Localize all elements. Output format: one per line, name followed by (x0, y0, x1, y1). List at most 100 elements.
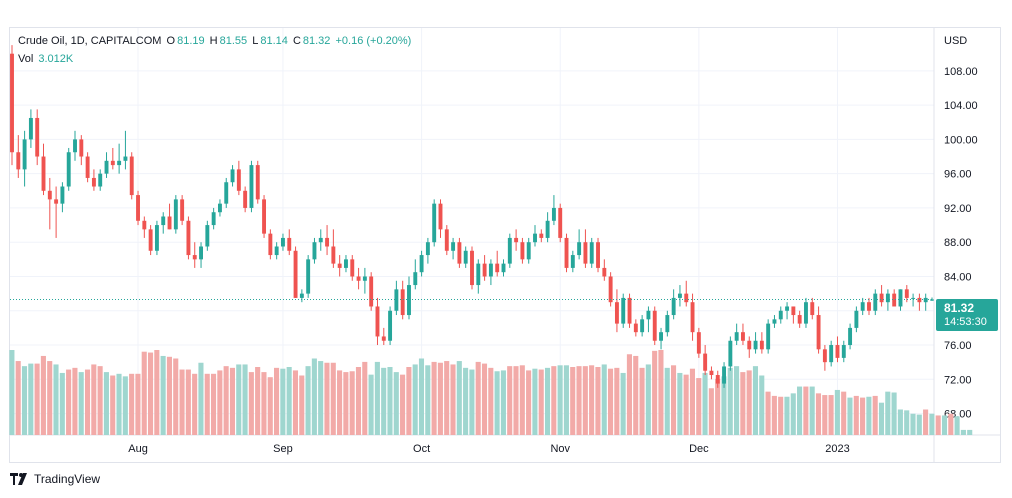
volume-bar (860, 397, 866, 435)
candle-body (192, 255, 197, 260)
volume-bar (469, 369, 475, 435)
volume-bar (967, 429, 973, 435)
candle-body (596, 242, 600, 268)
volume-bar (683, 374, 689, 435)
volume-bar (450, 364, 456, 435)
volume-bar (324, 362, 330, 435)
candle-body (526, 242, 531, 260)
volume-bar (192, 373, 198, 435)
candle-body (180, 199, 185, 221)
volume-bar (412, 364, 418, 435)
candle-body (520, 242, 525, 260)
candle-body (224, 182, 229, 204)
candle-body (470, 250, 474, 286)
candle-body (671, 297, 676, 316)
volume-bar (759, 375, 765, 435)
candle-body (867, 302, 871, 311)
volume-bar (778, 396, 784, 435)
volume-bar (582, 366, 588, 435)
candle-body (564, 237, 569, 268)
volume-bar (935, 415, 941, 435)
candle-body (608, 276, 613, 303)
y-tick-label: 96.00 (944, 169, 972, 181)
candle-body (268, 233, 273, 256)
candle-body (293, 250, 298, 298)
candle-body (482, 263, 487, 277)
volume-bar (847, 397, 853, 435)
volume-bar (274, 367, 280, 435)
candle-body (684, 293, 689, 303)
candle-body (797, 315, 802, 324)
candle-body (822, 349, 827, 363)
candle-body (66, 152, 71, 187)
volume-bar (217, 370, 223, 435)
candle-body (161, 216, 166, 226)
y-tick-label: 84.00 (944, 271, 972, 283)
x-tick-label: Nov (550, 443, 570, 455)
vol-label[interactable]: Vol (18, 53, 34, 65)
volume-bar (589, 365, 595, 435)
brand-name: TradingView (34, 472, 101, 486)
candle-body (394, 289, 399, 311)
candle-body (369, 276, 374, 307)
x-tick-label: Sep (273, 443, 293, 455)
volume-bar (173, 358, 179, 435)
candle-body (677, 293, 682, 298)
volume-bar (897, 409, 903, 435)
candle-body (690, 302, 695, 333)
volume-bar (97, 366, 103, 435)
volume-bar (614, 367, 620, 435)
volume-bar (702, 372, 708, 435)
volume-bar (645, 364, 651, 435)
high-label: H (209, 35, 218, 47)
candle-body (117, 160, 122, 166)
y-tick-label: 88.00 (944, 237, 972, 249)
candle-body (930, 299, 934, 301)
candle-body (356, 276, 361, 281)
symbol-label[interactable]: Crude Oil, 1D, CAPITALCOM (18, 35, 162, 47)
candle-body (451, 242, 456, 251)
volume-bar (607, 368, 614, 435)
candle-body (54, 199, 59, 204)
volume-bar (910, 413, 916, 435)
candle-body (381, 336, 386, 341)
candle-body (614, 302, 619, 324)
candle-body (633, 323, 638, 333)
volume-bar (752, 366, 759, 435)
candle-body (41, 156, 46, 191)
candle-body (728, 340, 733, 367)
volume-bar (425, 365, 431, 435)
candle-body (640, 319, 645, 333)
candle-body (873, 293, 878, 311)
volume-bar (601, 364, 607, 435)
candle-body (186, 220, 191, 256)
volume-legend: Vol 3.012K (18, 53, 75, 65)
candle-body (659, 332, 663, 341)
volume-bar (40, 355, 46, 435)
volume-bar (59, 372, 65, 435)
candle-body (47, 190, 52, 200)
candle-body (570, 255, 575, 268)
candle-body (85, 156, 90, 178)
volume-bar (563, 365, 569, 435)
volume-bar (21, 366, 28, 435)
candle-body (407, 285, 411, 316)
candle-body (22, 139, 27, 170)
volume-bar (866, 396, 872, 435)
volume-bar (198, 362, 204, 435)
open-value: 81.19 (177, 35, 205, 47)
tradingview-brand[interactable]: TradingView (10, 472, 100, 486)
low-value: 81.14 (260, 35, 288, 47)
volume-bar (286, 367, 292, 435)
candle-body (432, 203, 437, 243)
volume-bar (103, 372, 109, 435)
volume-bar (305, 366, 311, 435)
volume-bar (343, 372, 349, 435)
candle-body (621, 297, 626, 324)
volume-bar (463, 367, 469, 435)
volume-bar (53, 364, 59, 435)
volume-bar (437, 362, 443, 435)
volume-bar (456, 361, 462, 435)
volume-bar (147, 352, 154, 435)
